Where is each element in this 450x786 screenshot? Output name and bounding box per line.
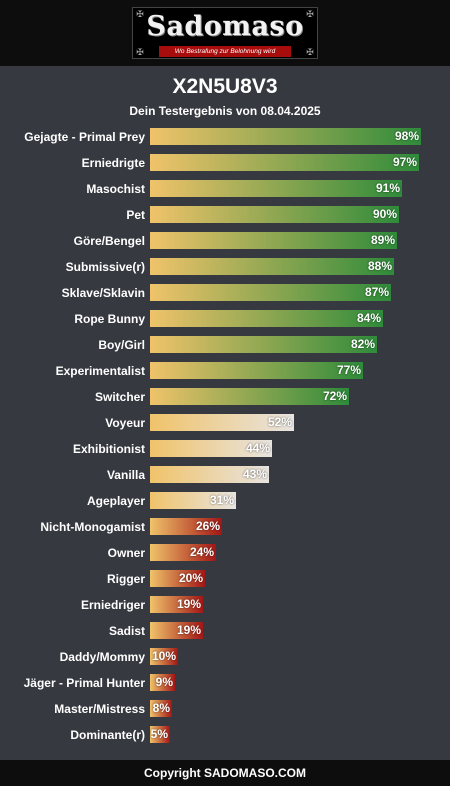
category-label: Switcher [94,390,145,404]
result-bar: 9% [150,674,175,691]
category-label: Sklave/Sklavin [61,286,145,300]
bar-value-label: 24% [189,545,214,559]
bar-value-label: 31% [209,493,234,507]
bar-value-label: 9% [155,675,173,689]
bar-value-label: 19% [176,597,201,611]
result-bar: 5% [150,726,170,743]
category-label: Daddy/Mommy [59,650,145,664]
page-title: X2N5U8V3 [172,75,278,98]
category-label: Rigger [106,572,145,586]
result-bar: 20% [150,570,205,587]
category-label: Jäger - Primal Hunter [23,676,145,690]
category-label: Erniedriger [80,598,145,612]
category-label: Experimentalist [55,364,145,378]
result-bar: 87% [150,284,391,301]
result-bar: 82% [150,336,377,353]
result-bar: 19% [150,622,203,639]
bar-value-label: 91% [375,181,400,195]
result-bar: 8% [150,700,172,717]
result-bar: 31% [150,492,236,509]
bar-value-label: 8% [152,701,170,715]
result-bar: 77% [150,362,363,379]
footer-bar: Copyright SADOMASO.COM [0,760,450,786]
category-label: Pet [126,208,145,222]
result-bar: 84% [150,310,383,327]
result-bar: 90% [150,206,399,223]
bar-value-label: 90% [372,207,397,221]
bar-value-label: 77% [336,363,361,377]
category-label: Nicht-Monogamist [40,520,145,534]
category-label: Göre/Bengel [73,234,145,248]
bar-value-label: 98% [394,129,419,143]
category-label: Ageplayer [86,494,145,508]
bar-value-label: 52% [267,415,292,429]
category-label: Rope Bunny [74,312,145,326]
copyright-text: Copyright SADOMASO.COM [144,766,306,780]
bar-value-label: 88% [367,259,392,273]
page-subtitle: Dein Testergebnis von 08.04.2025 [129,104,321,118]
corner-ornament-icon: ✠ [136,9,144,19]
result-bar: 89% [150,232,397,249]
result-bar: 19% [150,596,203,613]
bar-value-label: 89% [370,233,395,247]
bar-value-label: 43% [242,467,267,481]
bar-value-label: 20% [178,571,203,585]
result-bar: 91% [150,180,402,197]
result-bar: 26% [150,518,222,535]
bar-value-label: 87% [364,285,389,299]
bar-value-label: 19% [176,623,201,637]
result-bar: 88% [150,258,394,275]
result-bar: 44% [150,440,272,457]
category-label: Erniedrigte [81,156,145,170]
bar-value-label: 44% [245,441,270,455]
category-label: Master/Mistress [54,702,145,716]
corner-ornament-icon: ✠ [306,47,314,57]
corner-ornament-icon: ✠ [306,9,314,19]
site-logo[interactable]: ✠ ✠ ✠ ✠ Sadomaso Wo Bestrafung zur Beloh… [132,7,318,59]
category-label: Dominante(r) [70,728,145,742]
category-label: Exhibitionist [73,442,145,456]
category-label: Gejagte - Primal Prey [24,130,145,144]
bar-value-label: 84% [356,311,381,325]
bar-value-label: 26% [195,519,220,533]
category-label: Boy/Girl [98,338,145,352]
result-bar: 52% [150,414,294,431]
category-label: Voyeur [105,416,145,430]
category-label: Vanilla [106,468,145,482]
corner-ornament-icon: ✠ [136,47,144,57]
category-label: Owner [107,546,145,560]
category-label: Masochist [86,182,145,196]
bar-value-label: 82% [350,337,375,351]
bar-value-label: 10% [151,649,176,663]
category-label: Submissive(r) [65,260,145,274]
result-bar: 10% [150,648,178,665]
bar-value-label: 72% [322,389,347,403]
category-label: Sadist [108,624,145,638]
result-bar: 24% [150,544,216,561]
result-bar: 97% [150,154,419,171]
result-bar: 72% [150,388,349,405]
logo-text: Sadomaso [146,11,304,42]
result-bar: 43% [150,466,269,483]
bar-value-label: 5% [150,727,168,741]
header-bar: ✠ ✠ ✠ ✠ Sadomaso Wo Bestrafung zur Beloh… [0,0,450,66]
bar-value-label: 97% [392,155,417,169]
logo-tagline: Wo Bestrafung zur Belohnung wird [159,46,291,57]
result-bar: 98% [150,128,421,145]
